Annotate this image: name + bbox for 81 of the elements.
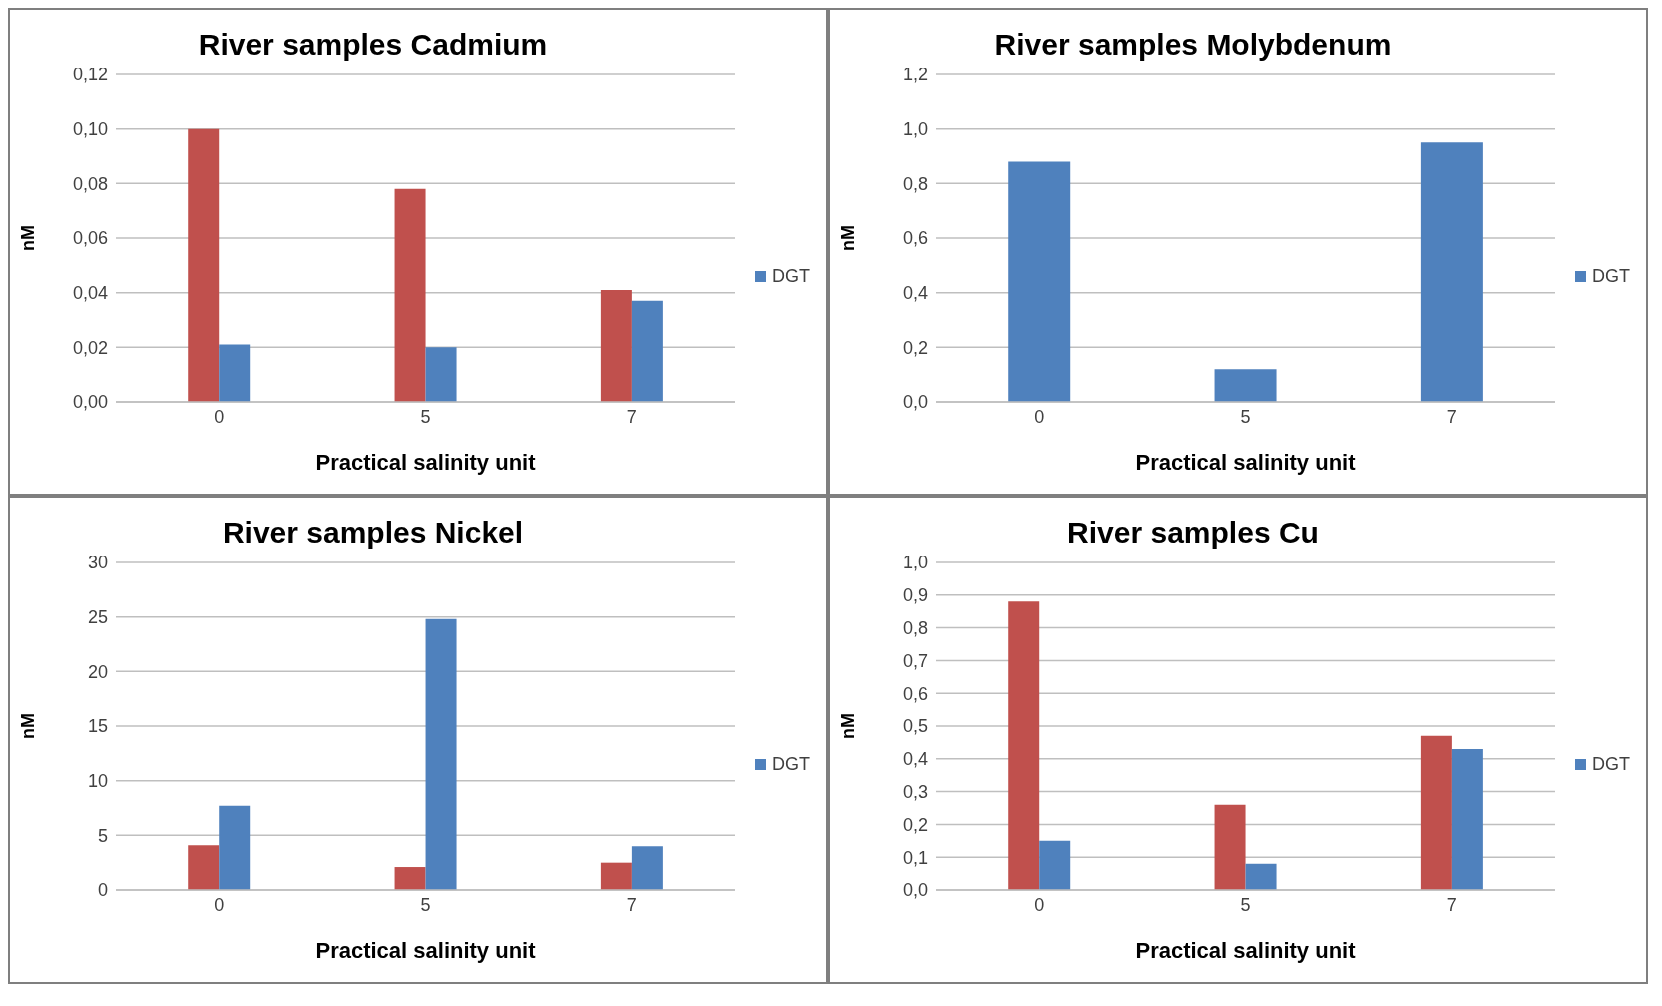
x-axis-title: Practical salinity unit [315, 938, 537, 963]
y-tick-label: 0,0 [902, 880, 928, 901]
chart-title: River samples Cadmium [198, 28, 548, 61]
x-tick-label: 7 [626, 406, 637, 427]
y-tick-label: 30 [87, 552, 108, 573]
chart-title: River samples Nickel [222, 516, 524, 549]
y-tick-label: 20 [87, 661, 108, 682]
bar [425, 618, 457, 890]
x-tick-label: 0 [1034, 894, 1045, 915]
y-tick-label: 0,00 [72, 392, 108, 413]
bar [1420, 142, 1483, 402]
legend-label: DGT [772, 265, 810, 287]
y-tick-label: 0,2 [902, 814, 928, 835]
y-tick-label: 0,1 [902, 847, 928, 868]
x-tick-label: 7 [626, 894, 637, 915]
legend-label: DGT [772, 753, 810, 775]
y-tick-label: 1,0 [902, 119, 928, 140]
y-tick-label: 0,9 [902, 585, 928, 606]
x-tick-label: 7 [1446, 894, 1457, 915]
x-axis-title: Practical salinity unit [315, 450, 537, 475]
y-tick-label: 1,2 [902, 64, 928, 85]
bar [219, 805, 251, 890]
y-tick-label: 1,0 [902, 552, 928, 573]
y-tick-label: 0,10 [72, 119, 108, 140]
y-tick-label: 5 [97, 825, 108, 846]
y-axis-title: nM [838, 713, 859, 739]
y-tick-label: 15 [87, 716, 108, 737]
legend-label: DGT [1592, 753, 1630, 775]
bar [1451, 748, 1483, 890]
bar [1214, 804, 1246, 890]
bar [1420, 735, 1452, 890]
y-tick-label: 0,6 [902, 683, 928, 704]
x-tick-label: 5 [420, 894, 431, 915]
x-tick-label: 7 [1446, 406, 1457, 427]
bar [1008, 601, 1040, 890]
x-tick-label: 5 [1240, 894, 1251, 915]
chart-title: River samples Molybdenum [994, 28, 1392, 61]
x-axis-title: Practical salinity unit [1135, 938, 1357, 963]
x-tick-label: 5 [420, 406, 431, 427]
bar [394, 867, 426, 890]
bar [600, 289, 632, 402]
chart-title: River samples Cu [1067, 516, 1319, 549]
y-tick-label: 0 [97, 880, 108, 901]
y-axis-title: nM [838, 225, 859, 251]
y-tick-label: 0,4 [902, 749, 928, 770]
y-tick-label: 0,04 [72, 283, 108, 304]
y-tick-label: 10 [87, 771, 108, 792]
y-tick-label: 0,8 [902, 173, 928, 194]
bar [188, 128, 220, 402]
bar [600, 862, 632, 890]
y-tick-label: 0,06 [72, 228, 108, 249]
bar [631, 300, 663, 402]
x-tick-label: 0 [1034, 406, 1045, 427]
bar [1008, 161, 1071, 402]
x-tick-label: 5 [1240, 406, 1251, 427]
y-tick-label: 0,3 [902, 781, 928, 802]
y-tick-label: 0,08 [72, 173, 108, 194]
y-axis-title: nM [18, 225, 39, 251]
x-tick-label: 0 [214, 406, 225, 427]
y-tick-label: 0,12 [72, 64, 108, 85]
bar [188, 845, 220, 890]
y-tick-label: 0,8 [902, 617, 928, 638]
bar [1214, 369, 1277, 402]
bar [394, 188, 426, 402]
x-tick-label: 0 [214, 894, 225, 915]
y-tick-label: 0,7 [902, 650, 928, 671]
y-tick-label: 0,5 [902, 716, 928, 737]
bar [1245, 863, 1277, 890]
y-tick-label: 0,2 [902, 337, 928, 358]
bar [631, 846, 663, 890]
y-tick-label: 0,0 [902, 392, 928, 413]
bar [425, 347, 457, 402]
y-tick-label: 0,02 [72, 337, 108, 358]
legend-label: DGT [1592, 265, 1630, 287]
y-tick-label: 0,6 [902, 228, 928, 249]
bar [219, 344, 251, 402]
bar [1039, 840, 1071, 890]
x-axis-title: Practical salinity unit [1135, 450, 1357, 475]
y-axis-title: nM [18, 713, 39, 739]
y-tick-label: 25 [87, 607, 108, 628]
y-tick-label: 0,4 [902, 283, 928, 304]
